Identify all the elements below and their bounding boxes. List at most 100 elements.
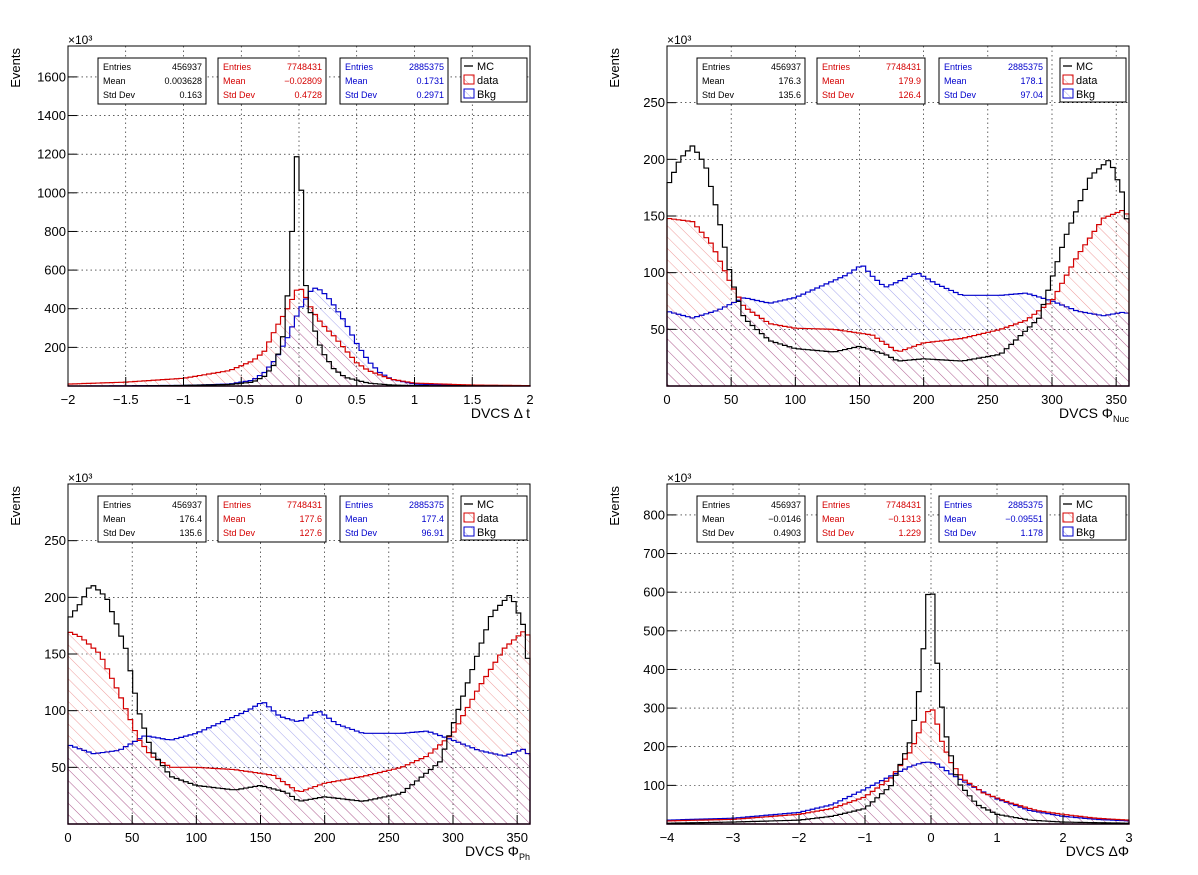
series-data	[67, 288, 531, 387]
x-tick-label: 0	[295, 392, 302, 407]
stats-box-frame	[938, 57, 1048, 105]
legend-label-data: data	[477, 75, 499, 87]
x-axis-label: DVCS ΔΦ	[1066, 843, 1129, 859]
legend-label-mc: MC	[477, 499, 494, 511]
x-tick-label: 0	[663, 392, 670, 407]
x-tick-label: 2	[1059, 830, 1066, 845]
stats-value-entries: 7748431	[287, 62, 322, 72]
y-exponent-label: ×10³	[68, 471, 92, 485]
series-mc	[666, 145, 1130, 387]
stats-key-mean: Mean	[822, 76, 845, 86]
stats-value-std-dev: 126.4	[898, 90, 921, 100]
stats-key-std-dev: Std Dev	[223, 528, 256, 538]
stats-box-frame	[938, 495, 1048, 543]
stats-value-mean: 176.3	[778, 76, 801, 86]
x-tick-label: −3	[726, 830, 741, 845]
y-exponent-label: ×10³	[68, 33, 92, 47]
y-tick-label: 600	[643, 585, 665, 600]
x-tick-label: 2	[526, 392, 533, 407]
x-tick-label: 3	[1125, 830, 1132, 845]
legend-label-bkg: Bkg	[1076, 89, 1095, 101]
legend-swatch-bkg	[1062, 88, 1074, 99]
y-tick-label: 200	[44, 340, 66, 355]
y-tick-label: 500	[643, 623, 665, 638]
x-tick-label: 1.5	[463, 392, 481, 407]
stats-key-mean: Mean	[702, 514, 725, 524]
x-tick-label: −1	[858, 830, 873, 845]
legend-label-bkg: Bkg	[477, 89, 496, 101]
stats-key-mean: Mean	[103, 76, 126, 86]
stats-key-entries: Entries	[223, 62, 252, 72]
y-tick-label: 50	[52, 760, 66, 775]
stats-key-mean: Mean	[345, 514, 368, 524]
legend-swatch-bkg	[463, 88, 475, 99]
x-tick-label: 250	[378, 830, 400, 845]
x-axis: 0 50 100 150 200 250 300 350	[64, 815, 528, 845]
x-tick-label: 250	[977, 392, 999, 407]
x-tick-label: 0	[64, 830, 71, 845]
x-tick-label: −2	[61, 392, 76, 407]
histogram-panel-1: −2 −1.5 −1 −0.5 0 0.5 1 1.5 2 200 400 600 800 1000 120…	[8, 33, 534, 421]
stats-box-bkg: Entries 2885375 Mean −0.09551 Std Dev 1.178	[938, 495, 1048, 543]
x-tick-label: 300	[442, 830, 464, 845]
stats-box-bkg: Entries 2885375 Mean 178.1 Std Dev 97.04	[938, 57, 1048, 105]
y-tick-label: 150	[44, 647, 66, 662]
x-tick-label: 150	[849, 392, 871, 407]
y-tick-label: 1000	[37, 185, 66, 200]
series-mc	[67, 585, 531, 825]
x-tick-label: −4	[660, 830, 675, 845]
stats-box-mc: Entries 456937 Mean 176.3 Std Dev 135.6	[696, 57, 806, 105]
stats-key-mean: Mean	[944, 76, 967, 86]
y-tick-label: 100	[643, 265, 665, 280]
legend: MC data Bkg	[460, 495, 528, 541]
y-tick-label: 250	[643, 95, 665, 110]
stats-key-entries: Entries	[345, 62, 374, 72]
x-tick-label: 200	[314, 830, 336, 845]
y-tick-label: 400	[643, 662, 665, 677]
stats-key-entries: Entries	[822, 500, 851, 510]
legend-swatch-data	[1062, 512, 1074, 523]
stats-value-entries: 2885375	[409, 500, 444, 510]
stats-value-mean: 177.6	[299, 514, 322, 524]
stats-box-data: Entries 7748431 Mean 177.6 Std Dev 127.6	[217, 495, 327, 543]
y-axis-label: Events	[8, 48, 23, 88]
stats-box-frame	[339, 495, 449, 543]
stats-key-mean: Mean	[822, 514, 845, 524]
histogram-panel-3: 0 50 100 150 200 250 300 350 50 100 150 200 250 ×10³ E…	[8, 471, 531, 862]
stats-value-mean: 177.4	[421, 514, 444, 524]
x-tick-label: −1.5	[113, 392, 139, 407]
histogram-line-mc	[666, 145, 1130, 387]
stats-box-mc: Entries 456937 Mean 0.003628 Std Dev 0.163	[97, 57, 207, 105]
legend-label-bkg: Bkg	[1076, 527, 1095, 539]
stats-value-std-dev: 0.4728	[294, 90, 322, 100]
stats-key-entries: Entries	[103, 62, 132, 72]
stats-key-entries: Entries	[822, 62, 851, 72]
stats-key-entries: Entries	[702, 62, 731, 72]
x-tick-label: 0	[927, 830, 934, 845]
x-axis-label: DVCS ΦPh	[465, 843, 530, 862]
stats-value-std-dev: 127.6	[299, 528, 322, 538]
legend-label-data: data	[477, 513, 499, 525]
x-axis-label: DVCS ΦNuc	[1059, 405, 1129, 424]
x-tick-label: 1	[411, 392, 418, 407]
x-axis-label: DVCS Δ t	[471, 405, 530, 421]
legend-label-bkg: Bkg	[477, 527, 496, 539]
y-tick-label: 250	[44, 533, 66, 548]
y-tick-label: 800	[643, 507, 665, 522]
stats-value-entries: 456937	[771, 500, 801, 510]
stats-key-std-dev: Std Dev	[822, 90, 855, 100]
legend-swatch-data	[1062, 74, 1074, 85]
x-tick-label: −1	[176, 392, 191, 407]
histogram-fill-data	[68, 289, 530, 386]
stats-key-std-dev: Std Dev	[103, 528, 136, 538]
stats-value-entries: 7748431	[287, 500, 322, 510]
x-tick-label: 0.5	[348, 392, 366, 407]
stats-key-std-dev: Std Dev	[103, 90, 136, 100]
stats-value-entries: 2885375	[1008, 500, 1043, 510]
series-data	[67, 631, 531, 825]
y-exponent-label: ×10³	[667, 33, 691, 47]
y-tick-label: 300	[643, 701, 665, 716]
stats-value-std-dev: 135.6	[179, 528, 202, 538]
x-tick-label: 100	[185, 830, 207, 845]
stats-key-std-dev: Std Dev	[944, 90, 977, 100]
